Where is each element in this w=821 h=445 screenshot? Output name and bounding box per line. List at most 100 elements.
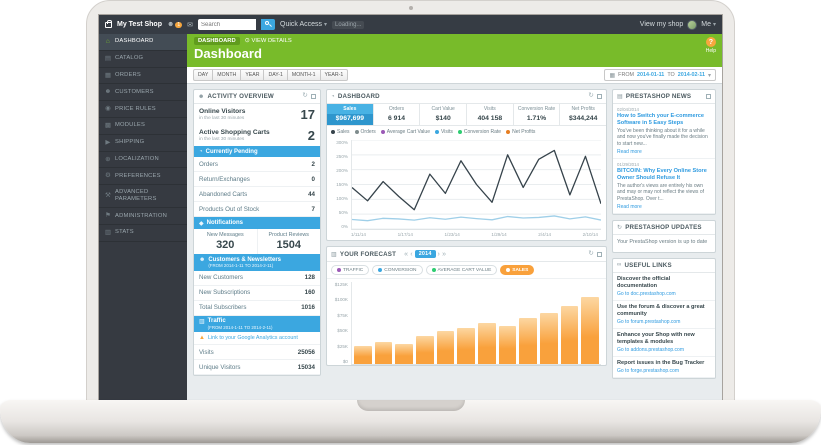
- kpi-visits[interactable]: Visits 404 158: [467, 104, 514, 125]
- google-analytics-icon: ▲: [199, 335, 205, 341]
- section-notifications[interactable]: ◆ Notifications: [194, 217, 320, 229]
- read-more-link[interactable]: Read more: [617, 203, 642, 210]
- sidebar-item-shipping[interactable]: ▶ SHIPPING: [99, 135, 187, 152]
- useful-link-forum[interactable]: Use the forum & discover a great communi…: [613, 301, 715, 329]
- quick-access-dropdown[interactable]: Quick Access ▾: [280, 21, 327, 28]
- expand-icon[interactable]: [597, 251, 602, 257]
- visits-row[interactable]: Visits 25056: [194, 345, 320, 360]
- to-label: TO: [667, 72, 675, 78]
- useful-link-bug-tracker[interactable]: Report issues in the Bug Tracker Go to f…: [613, 357, 715, 378]
- sidebar-item-label: CUSTOMERS: [115, 88, 154, 95]
- sidebar-item-modules[interactable]: ▩ MODULES: [99, 118, 187, 135]
- breadcrumb-section[interactable]: DASHBOARD: [194, 37, 240, 45]
- panel-header: ☻ ACTIVITY OVERVIEW ↻: [194, 90, 320, 104]
- date-range-picker[interactable]: ▦ FROM 2014-01-11 TO 2014-02-11 ▾: [604, 69, 716, 81]
- kpi-sales[interactable]: Sales $967,699: [327, 104, 374, 125]
- filter-month-1-button[interactable]: MONTH-1: [286, 69, 321, 81]
- legend-sales[interactable]: Sales: [331, 129, 350, 135]
- legend-average-cart-value[interactable]: Average Cart Value: [380, 129, 430, 135]
- view-my-shop-link[interactable]: View my shop: [639, 21, 684, 28]
- section-currently-pending[interactable]: ◔ Currently Pending: [194, 146, 320, 157]
- forecast-tab-traffic[interactable]: TRAFFIC: [331, 265, 370, 275]
- filter-day-1-button[interactable]: DAY-1: [263, 69, 288, 81]
- active-carts-stat[interactable]: Active Shopping Carts in the last 30 minu…: [199, 128, 315, 143]
- sidebar-item-catalog[interactable]: ▤ CATALOG: [99, 51, 187, 68]
- sidebar-item-preferences[interactable]: ⚙ PREFERENCES: [99, 168, 187, 186]
- news-item: 02/04/2014 How to Switch your E-commerce…: [613, 104, 715, 159]
- legend-orders[interactable]: Orders: [354, 129, 376, 135]
- fast-prev-year-icon[interactable]: «: [404, 250, 409, 258]
- sidebar-item-administration[interactable]: ⚑ ADMINISTRATION: [99, 208, 187, 225]
- google-analytics-link[interactable]: ▲ Link to your Google Analytics account: [194, 332, 320, 345]
- useful-link-addons[interactable]: Enhance your Shop with new templates & m…: [613, 329, 715, 357]
- filter-day-button[interactable]: DAY: [193, 69, 214, 81]
- shop-name[interactable]: My Test Shop: [117, 21, 162, 28]
- right-column: ▤ PRESTASHOP NEWS 02/04/2014 How to Swit…: [612, 89, 716, 379]
- abandoned-carts-row[interactable]: Abandoned Carts 44: [194, 187, 320, 202]
- prev-year-icon[interactable]: ‹: [410, 250, 413, 258]
- unique-visitors-row[interactable]: Unique Visitors 15034: [194, 360, 320, 375]
- loading-indicator: Loading...: [332, 20, 365, 29]
- expand-icon[interactable]: [311, 94, 316, 99]
- new-messages-stat[interactable]: New Messages 320: [206, 232, 244, 251]
- panel-title: USEFUL LINKS: [624, 261, 672, 269]
- kpi-net-profits[interactable]: Net Profits $344,244: [560, 104, 606, 125]
- section-traffic[interactable]: ▥ Traffic (FROM 2014-1-11 TO 2014-2-11): [194, 315, 320, 332]
- filter-month-button[interactable]: MONTH: [212, 69, 242, 81]
- legend-conversion-rate[interactable]: Conversion Rate: [457, 129, 501, 135]
- useful-link-documentation[interactable]: Discover the official documentation Go t…: [613, 273, 715, 301]
- expand-icon[interactable]: [597, 94, 602, 99]
- kpi-orders[interactable]: Orders 6 914: [373, 104, 421, 125]
- view-details-link[interactable]: ⊙ VIEW DETAILS: [245, 38, 292, 44]
- sidebar-item-customers[interactable]: ☻ CUSTOMERS: [99, 84, 187, 102]
- online-visitors-stat[interactable]: Online Visitors in the last 30 minutes 17: [199, 107, 315, 122]
- panel-tools: [706, 94, 711, 99]
- user-menu[interactable]: Me ▾: [701, 21, 716, 28]
- pending-returns-row[interactable]: Return/Exchanges 0: [194, 172, 320, 187]
- fast-next-year-icon[interactable]: »: [442, 250, 447, 258]
- refresh-icon[interactable]: ↻: [588, 92, 594, 100]
- sidebar-item-advanced-parameters[interactable]: ⚒ ADVANCED PARAMETERS: [99, 185, 187, 209]
- year-badge[interactable]: 2014: [414, 250, 436, 258]
- legend-visits[interactable]: Visits: [434, 129, 453, 135]
- tab-dot: [506, 268, 511, 272]
- total-subscribers-row[interactable]: Total Subscribers 1016: [194, 301, 320, 316]
- news-title-link[interactable]: BITCOIN: Why Every Online Store Owner Sh…: [617, 167, 707, 181]
- kpi-cart-value[interactable]: Cart Value $140: [420, 104, 468, 125]
- help-button[interactable]: ? Help: [706, 37, 716, 54]
- expand-icon[interactable]: [706, 94, 711, 99]
- next-year-icon[interactable]: ›: [437, 250, 441, 258]
- sidebar-item-label: ORDERS: [115, 72, 142, 79]
- forecast-tab-sales[interactable]: SALES: [500, 265, 535, 275]
- laptop-camera: [408, 6, 413, 10]
- employees-indicator[interactable]: ☻ 1: [167, 21, 183, 28]
- sidebar-item-price-rules[interactable]: ◉ PRICE RULES: [99, 101, 187, 118]
- filter-year-1-button[interactable]: YEAR-1: [319, 69, 349, 81]
- forecast-tab-conversion[interactable]: CONVERSION: [372, 265, 423, 275]
- avatar: [687, 19, 698, 30]
- legend-net-profits[interactable]: Net Profits: [506, 129, 535, 135]
- refresh-icon[interactable]: ↻: [302, 92, 308, 100]
- out-of-stock-row[interactable]: Products Out of Stock 7: [194, 202, 320, 217]
- search-input[interactable]: [198, 19, 257, 30]
- news-title-link[interactable]: How to Switch your E-commerce Software i…: [617, 113, 705, 126]
- product-reviews-stat[interactable]: Product Reviews 1504: [256, 229, 321, 254]
- kpi-conversion-rate[interactable]: Conversion Rate 1.71%: [513, 104, 561, 125]
- refresh-icon[interactable]: ↻: [588, 249, 594, 257]
- filter-year-button[interactable]: YEAR: [240, 69, 265, 81]
- new-subscriptions-row[interactable]: New Subscriptions 160: [194, 286, 320, 301]
- read-more-link[interactable]: Read more: [617, 148, 642, 155]
- pending-orders-row[interactable]: Orders 2: [194, 157, 320, 172]
- forecast-tab-average-cart-value[interactable]: AVERAGE CART VALUE: [425, 265, 498, 275]
- sidebar-item-localization[interactable]: ⊕ LOCALIZATION: [99, 152, 187, 169]
- messages-icon[interactable]: ✉: [187, 21, 194, 29]
- new-customers-row[interactable]: New Customers 128: [194, 271, 320, 286]
- search-button[interactable]: [261, 19, 276, 30]
- forecast-bar: [519, 318, 538, 364]
- sidebar-item-orders[interactable]: ▦ ORDERS: [99, 68, 187, 85]
- tab-dot: [431, 268, 436, 272]
- section-customers-newsletters[interactable]: ☻ Customers & Newsletters (FROM 2014-1-11…: [194, 254, 320, 271]
- sidebar-item-dashboard[interactable]: ⌂ DASHBOARD: [99, 34, 187, 51]
- panel-tools: ↻: [302, 93, 316, 100]
- sidebar-item-stats[interactable]: ▥ STATS: [99, 225, 187, 242]
